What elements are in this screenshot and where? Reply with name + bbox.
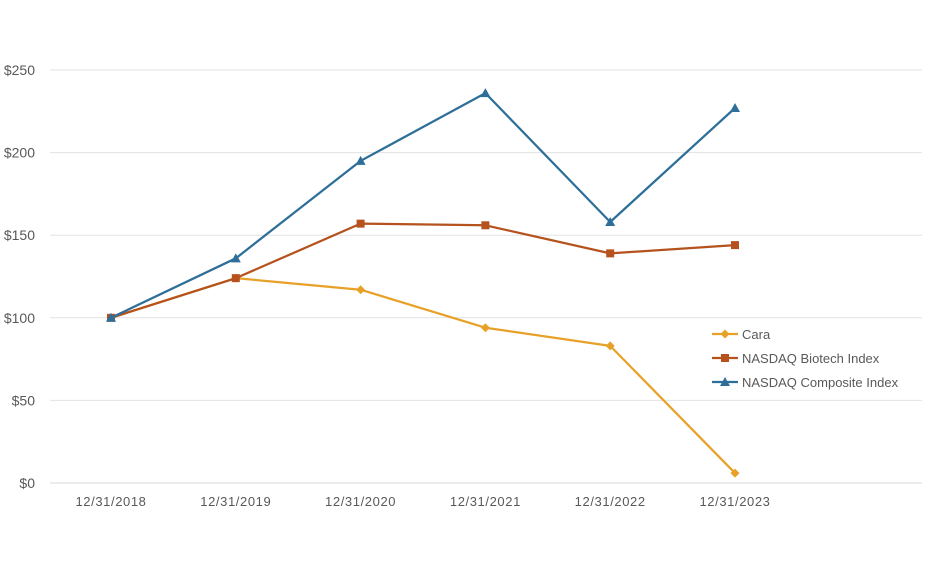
legend-item: NASDAQ Biotech Index — [712, 351, 880, 366]
legend-label: Cara — [742, 327, 771, 342]
series-line — [110, 277, 736, 474]
y-tick-label: $200 — [4, 145, 35, 161]
data-point — [106, 312, 116, 322]
x-tick-label: 12/31/2020 — [325, 494, 396, 509]
data-point — [480, 323, 490, 333]
gridlines — [50, 69, 922, 484]
y-axis: $0 $50 $100 $150 $200 $250 — [4, 62, 35, 491]
legend-marker — [721, 354, 729, 362]
legend-item: Cara — [712, 327, 771, 342]
x-tick-label: 12/31/2021 — [450, 494, 521, 509]
legend: Cara NASDAQ Biotech Index NASDAQ Composite… — [712, 327, 899, 390]
series-layer — [106, 88, 740, 478]
y-tick-label: $150 — [4, 227, 35, 243]
data-point — [231, 274, 240, 283]
y-tick-label: $0 — [19, 475, 35, 491]
series-line — [110, 92, 736, 319]
x-tick-label: 12/31/2019 — [200, 494, 271, 509]
data-point — [605, 341, 615, 351]
y-tick-label: $250 — [4, 62, 35, 78]
legend-marker — [720, 377, 730, 386]
data-point — [480, 88, 491, 98]
x-tick-label: 12/31/2018 — [75, 494, 146, 509]
x-tick-label: 12/31/2023 — [699, 494, 770, 509]
data-point — [730, 468, 740, 478]
legend-item: NASDAQ Composite Index — [712, 375, 899, 390]
legend-label: NASDAQ Biotech Index — [742, 351, 880, 366]
data-point — [356, 285, 366, 295]
y-tick-label: $50 — [12, 392, 36, 408]
series-nasdaq-composite-index — [106, 88, 740, 322]
data-point — [356, 219, 365, 228]
data-point — [481, 221, 490, 230]
data-point — [605, 216, 616, 226]
data-point — [731, 241, 739, 250]
x-tick-label: 12/31/2022 — [575, 494, 646, 509]
data-point — [355, 155, 366, 165]
legend-marker — [720, 329, 730, 339]
series-line — [110, 222, 736, 319]
series-cara — [106, 273, 740, 478]
data-point — [730, 102, 740, 112]
legend-label: NASDAQ Composite Index — [742, 375, 899, 390]
data-point — [230, 253, 241, 263]
data-point — [606, 249, 615, 258]
y-tick-label: $100 — [4, 310, 35, 326]
x-axis: 12/31/2018 12/31/2019 12/31/2020 12/31/2021… — [75, 494, 770, 509]
